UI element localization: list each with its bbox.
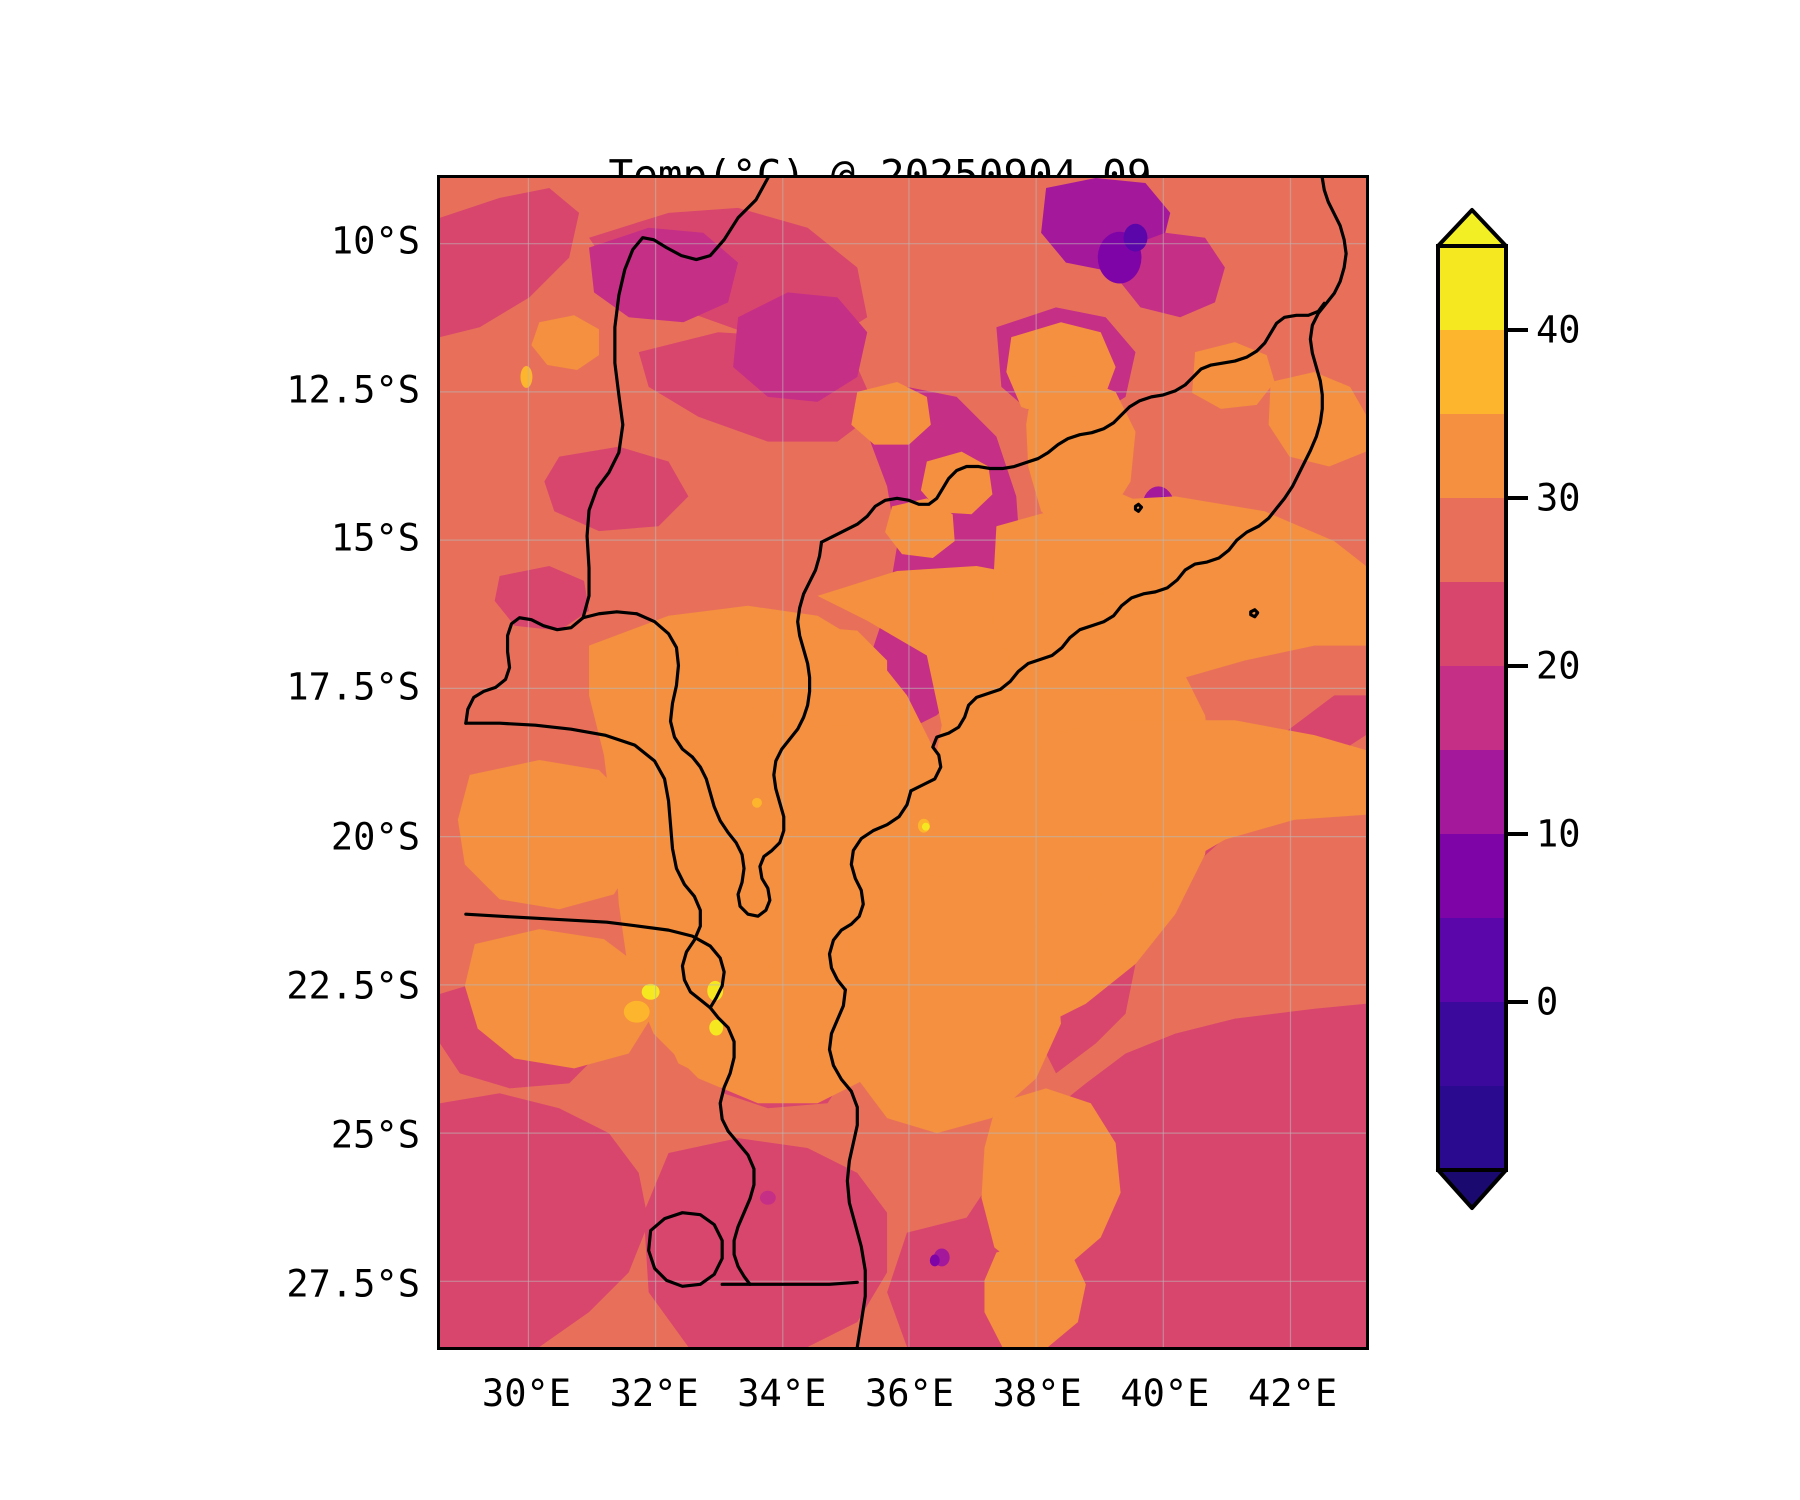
colorbar-gradient	[1436, 208, 1528, 1210]
colorbar-tick-label: 40	[1536, 308, 1581, 352]
y-axis-tick-labels: 10°S 12.5°S 15°S 17.5°S 20°S 22.5°S 25°S…	[240, 175, 420, 1350]
ytick-label: 20°S	[330, 815, 420, 859]
xtick-label: 34°E	[737, 1372, 827, 1415]
xtick-label: 40°E	[1120, 1372, 1210, 1415]
ytick-label: 27.5°S	[286, 1262, 420, 1306]
colorbar-tick-label: 0	[1536, 980, 1559, 1024]
colorbar[interactable]: 40 30 20 10 0	[1424, 172, 1684, 1362]
xtick-label: 32°E	[609, 1372, 699, 1415]
xtick-label: 38°E	[992, 1372, 1082, 1415]
ytick-label: 17.5°S	[286, 665, 420, 709]
ytick-label: 10°S	[330, 219, 420, 263]
ytick-label: 15°S	[330, 516, 420, 560]
x-axis-tick-labels: 30°E 32°E 34°E 36°E 38°E 40°E 42°E	[437, 1372, 1369, 1432]
colorbar-tick-label: 30	[1536, 476, 1581, 520]
xtick-label: 36°E	[864, 1372, 955, 1415]
ytick-label: 12.5°S	[286, 368, 420, 412]
colorbar-tick-label: 20	[1536, 644, 1581, 688]
xtick-label: 42°E	[1248, 1372, 1338, 1415]
ytick-label: 25°S	[330, 1113, 420, 1157]
colorbar-tick-label: 10	[1536, 812, 1581, 856]
temperature-contour-map	[440, 178, 1366, 1347]
xtick-label: 30°E	[481, 1372, 572, 1415]
ytick-label: 22.5°S	[286, 964, 420, 1008]
map-axes[interactable]	[437, 175, 1369, 1350]
